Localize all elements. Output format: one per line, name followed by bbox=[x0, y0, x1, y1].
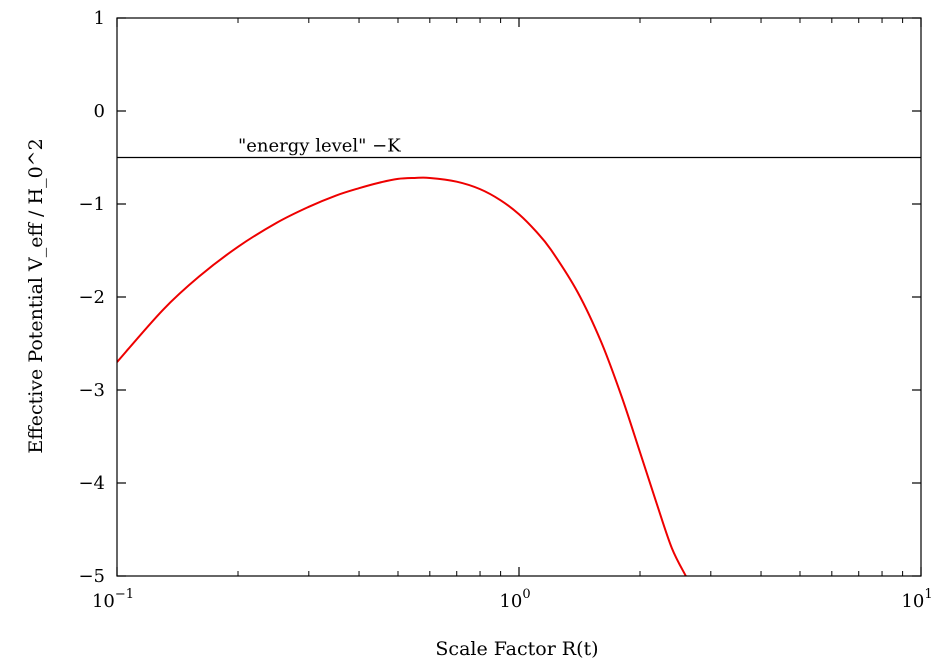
y-tick-label: −3 bbox=[78, 380, 105, 401]
y-tick-label: −5 bbox=[78, 566, 105, 587]
series-line-0 bbox=[117, 176, 687, 576]
x-tick-label: 10−1 bbox=[92, 587, 134, 612]
y-axis-title: Effective Potential V_eff / H_0^2 bbox=[25, 138, 47, 453]
x-axis-title: Scale Factor R(t) bbox=[435, 638, 598, 660]
y-tick-label: −1 bbox=[78, 194, 105, 215]
plot-frame bbox=[116, 17, 922, 577]
y-tick-label: −2 bbox=[78, 287, 105, 308]
y-tick-label: 0 bbox=[94, 101, 105, 122]
x-tick-label: 100 bbox=[499, 587, 530, 612]
x-tick-label: 101 bbox=[901, 587, 932, 612]
y-tick-label: 1 bbox=[94, 8, 105, 29]
energy-level-label: "energy level" −K bbox=[238, 136, 401, 157]
plot-layer: "energy level" −K bbox=[117, 136, 921, 576]
axes-layer: −5 −4 −3 −2 −1 0 1 10−1 100 101 bbox=[78, 8, 932, 612]
y-tick-label: −4 bbox=[78, 473, 105, 494]
